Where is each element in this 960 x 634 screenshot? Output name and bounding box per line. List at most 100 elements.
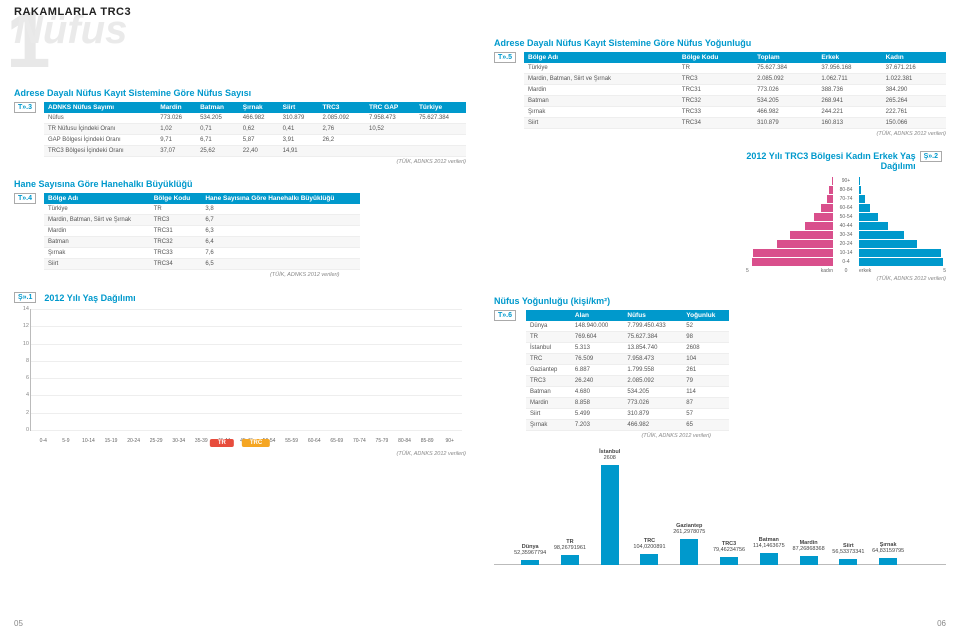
table-row: Siirt5.499310.87957 <box>526 409 729 420</box>
col-header: Bölge Adı <box>44 193 150 204</box>
table-row: SiirtTRC34310.879160.813150.066 <box>524 118 946 129</box>
density-bar <box>760 553 778 565</box>
density-bar <box>839 559 857 565</box>
density-label: TRC104,0200891 <box>619 538 679 550</box>
legend-trc: TRC <box>242 439 270 447</box>
section-t5: Adrese Dayalı Nüfus Kayıt Sistemine Göre… <box>494 38 946 137</box>
page-num-right: 06 <box>937 619 946 628</box>
table-row: TRC326.2402.085.09279 <box>526 376 729 387</box>
density-bar <box>601 465 619 565</box>
pyramid-row: 0-4 <box>746 258 946 266</box>
table-row: BatmanTRC326,4 <box>44 237 360 248</box>
t6-source: (TÜİK, ADNKS 2012 verileri) <box>494 433 711 439</box>
s1-tag: Ş».1 <box>14 292 36 303</box>
col-header: Erkek <box>817 52 881 63</box>
col-header: TRC GAP <box>365 102 415 113</box>
t5-table: Bölge AdıBölge KoduToplamErkekKadın Türk… <box>524 52 946 129</box>
table-row: TR Nüfusu İçindeki Oranı1,020,710,620,41… <box>44 124 466 135</box>
t3-title: Adrese Dayalı Nüfus Kayıt Sistemine Göre… <box>14 88 466 98</box>
col-header <box>526 310 571 321</box>
pyramid-chart: 90+80-8470-7460-6450-5440-4430-3420-2410… <box>746 177 946 274</box>
pyramid-row: 20-24 <box>746 240 946 248</box>
t5-title: Adrese Dayalı Nüfus Kayıt Sistemine Göre… <box>494 38 946 48</box>
col-header: ADNKS Nüfus Sayımı <box>44 102 156 113</box>
table-row: Gaziantep6.8871.799.558261 <box>526 365 729 376</box>
density-bar <box>720 557 738 565</box>
table-row: BatmanTRC32534.205268.941265.264 <box>524 96 946 107</box>
col-header: Toplam <box>753 52 817 63</box>
col-header: Hane Sayısına Göre Hanehalkı Büyüklüğü <box>201 193 360 204</box>
s1-chart: 0-45-910-1415-1920-2425-2930-3435-3940-4… <box>14 309 466 449</box>
col-header: Siirt <box>279 102 319 113</box>
t4-source: (TÜİK, ADNKS 2012 verileri) <box>14 272 339 278</box>
section-t4: Hane Sayısına Göre Hanehalkı Büyüklüğü T… <box>14 179 466 278</box>
table-row: Batman4.680534.205114 <box>526 387 729 398</box>
table-row: GAP Bölgesi İçindeki Oranı9,716,715,873,… <box>44 135 466 146</box>
table-row: MardinTRC31773.026388.736384.290 <box>524 85 946 96</box>
table-row: ŞırnakTRC337,6 <box>44 248 360 259</box>
s1-source: (TÜİK, ADNKS 2012 verileri) <box>14 451 466 457</box>
density-label: Gaziantep261,2978075 <box>659 523 719 535</box>
density-bar <box>561 555 579 565</box>
super-title: RAKAMLARLA TRC3 <box>14 6 131 18</box>
section-s2: 2012 Yılı TRC3 Bölgesi Kadın Erkek Yaş D… <box>494 151 946 282</box>
table-row: TürkiyeTR3,8 <box>44 204 360 215</box>
section-t6: Nüfus Yoğunluğu (kişi/km²) T».6 AlanNüfu… <box>494 296 946 579</box>
t3-table: ADNKS Nüfus SayımıMardinBatmanŞırnakSiir… <box>44 102 466 157</box>
t6-tag: T».6 <box>494 310 516 321</box>
col-header: Bölge Adı <box>524 52 678 63</box>
table-row: TürkiyeTR75.627.38437.956.16837.671.216 <box>524 63 946 74</box>
pyramid-row: 80-84 <box>746 186 946 194</box>
section-t3: Adrese Dayalı Nüfus Kayıt Sistemine Göre… <box>14 88 466 165</box>
s2-tag: Ş».2 <box>920 151 942 162</box>
table-row: Mardin, Batman, Siirt ve ŞırnakTRC32.085… <box>524 74 946 85</box>
t4-title: Hane Sayısına Göre Hanehalkı Büyüklüğü <box>14 179 466 189</box>
section-s1: Ş».1 2012 Yılı Yaş Dağılımı 0-45-910-141… <box>14 292 466 457</box>
col-header: Mardin <box>156 102 196 113</box>
col-header: Şırnak <box>239 102 279 113</box>
t6-table: AlanNüfusYoğunluk Dünya148.940.0007.799.… <box>526 310 729 431</box>
density-chart: Dünya52,35967794TR98,26791961İstanbul260… <box>494 449 946 579</box>
col-header: Alan <box>571 310 624 321</box>
table-row: Mardin8.858773.02687 <box>526 398 729 409</box>
density-bar <box>521 560 539 565</box>
density-bar <box>640 554 658 565</box>
table-row: Nüfus773.026534.205466.982310.8792.085.0… <box>44 113 466 124</box>
t4-table: Bölge AdıBölge KoduHane Sayısına Göre Ha… <box>44 193 360 270</box>
pyramid-row: 60-64 <box>746 204 946 212</box>
pyramid-row: 70-74 <box>746 195 946 203</box>
pyramid-row: 50-54 <box>746 213 946 221</box>
page-num-left: 05 <box>14 619 23 628</box>
legend-tr: TR <box>210 439 234 447</box>
s2-source: (TÜİK, ADNKS 2012 verileri) <box>494 276 946 282</box>
t5-source: (TÜİK, ADNKS 2012 verileri) <box>494 131 946 137</box>
t4-tag: T».4 <box>14 193 36 204</box>
table-row: ŞırnakTRC33466.982244.221222.761 <box>524 107 946 118</box>
table-row: MardinTRC316,3 <box>44 226 360 237</box>
density-bar <box>800 556 818 565</box>
col-header: TRC3 <box>318 102 365 113</box>
pyramid-row: 10-14 <box>746 249 946 257</box>
table-row: TR769.60475.627.38498 <box>526 332 729 343</box>
col-header: Batman <box>196 102 239 113</box>
col-header: Nüfus <box>623 310 682 321</box>
s1-legend: TR TRC <box>210 439 270 447</box>
col-header: Yoğunluk <box>682 310 729 321</box>
table-row: TRC3 Bölgesi İçindeki Oranı37,0725,6222,… <box>44 146 466 157</box>
table-row: SiirtTRC346,5 <box>44 259 360 270</box>
density-label: Şırnak64,83159795 <box>858 542 918 554</box>
s1-title: 2012 Yılı Yaş Dağılımı <box>44 293 135 303</box>
t6-title: Nüfus Yoğunluğu (kişi/km²) <box>494 296 946 306</box>
table-row: Mardin, Batman, Siirt ve ŞırnakTRC36,7 <box>44 215 360 226</box>
t5-tag: T».5 <box>494 52 516 63</box>
col-header: Bölge Kodu <box>150 193 202 204</box>
pyramid-row: 90+ <box>746 177 946 185</box>
t3-tag: T».3 <box>14 102 36 113</box>
t3-source: (TÜİK, ADNKS 2012 verileri) <box>14 159 466 165</box>
table-row: TRC76.5097.958.473104 <box>526 354 729 365</box>
density-bar <box>879 558 897 565</box>
col-header: Kadın <box>882 52 946 63</box>
col-header: Türkiye <box>415 102 466 113</box>
density-label: İstanbul2608 <box>580 449 640 461</box>
col-header: Bölge Kodu <box>678 52 753 63</box>
